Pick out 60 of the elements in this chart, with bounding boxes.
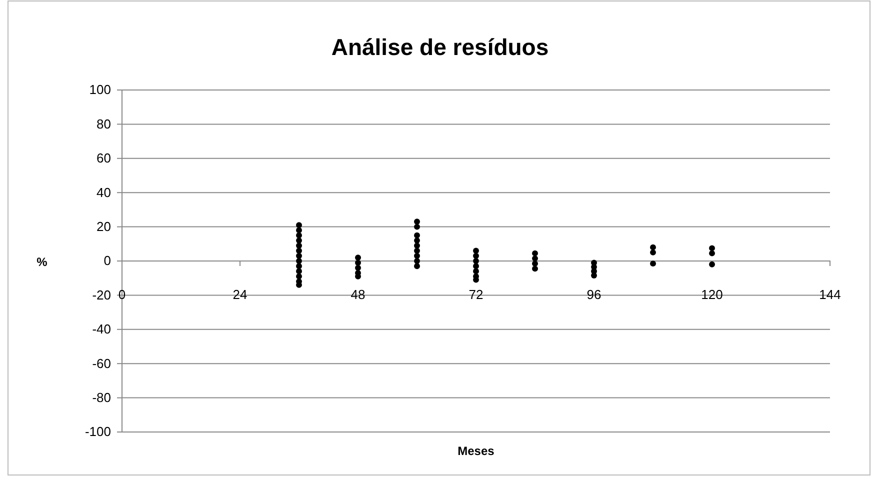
x-tick-label: 48 bbox=[350, 287, 366, 302]
point bbox=[414, 218, 420, 225]
point bbox=[414, 224, 420, 230]
point bbox=[650, 260, 656, 267]
point bbox=[355, 260, 361, 266]
y-tick-label: 100 bbox=[89, 82, 111, 98]
point bbox=[296, 242, 302, 249]
point bbox=[296, 268, 302, 274]
point bbox=[296, 232, 302, 238]
point bbox=[414, 242, 420, 249]
x-tick-label: 24 bbox=[232, 287, 248, 302]
point bbox=[414, 238, 420, 244]
point bbox=[591, 272, 597, 279]
point bbox=[709, 245, 715, 252]
y-tick-label: -40 bbox=[92, 322, 111, 337]
point bbox=[532, 260, 538, 267]
point bbox=[296, 252, 302, 259]
y-tick-label: 40 bbox=[96, 184, 111, 200]
point bbox=[532, 250, 538, 256]
point bbox=[709, 261, 715, 268]
point bbox=[296, 263, 302, 270]
point bbox=[473, 248, 479, 254]
x-tick-label: 0 bbox=[118, 287, 126, 302]
point bbox=[473, 268, 479, 274]
y-tick-label: -100 bbox=[84, 424, 111, 440]
y-axis-title: % bbox=[36, 255, 48, 269]
point bbox=[414, 258, 420, 264]
point bbox=[709, 250, 715, 256]
y-tick-label: 80 bbox=[96, 116, 111, 132]
x-tick-label: 72 bbox=[468, 287, 484, 302]
point bbox=[296, 227, 302, 234]
point bbox=[532, 266, 538, 272]
x-tick-label: 120 bbox=[701, 287, 723, 302]
point bbox=[650, 244, 656, 250]
point bbox=[473, 263, 479, 270]
y-tick-label: -80 bbox=[92, 390, 111, 405]
point bbox=[473, 252, 479, 259]
chart-title: Análise de resíduos bbox=[331, 34, 549, 60]
point bbox=[296, 273, 302, 280]
point bbox=[414, 252, 420, 259]
y-tick-label: -60 bbox=[92, 356, 111, 371]
x-tick-label: 96 bbox=[586, 287, 602, 302]
point bbox=[473, 258, 479, 264]
point bbox=[355, 254, 361, 261]
point bbox=[414, 232, 420, 238]
point bbox=[650, 249, 656, 256]
x-tick-label: 144 bbox=[819, 287, 841, 302]
point bbox=[296, 258, 302, 264]
point bbox=[296, 238, 302, 244]
y-tick-label: 60 bbox=[96, 150, 111, 166]
point bbox=[296, 222, 302, 228]
point bbox=[355, 264, 361, 271]
point bbox=[296, 248, 302, 254]
point bbox=[414, 248, 420, 254]
y-tick-label: -20 bbox=[92, 287, 111, 302]
point bbox=[414, 263, 420, 270]
y-tick-label: 20 bbox=[96, 218, 111, 234]
point bbox=[532, 255, 538, 262]
y-tick-label: 0 bbox=[104, 253, 111, 268]
x-axis-title: Meses bbox=[458, 444, 495, 458]
